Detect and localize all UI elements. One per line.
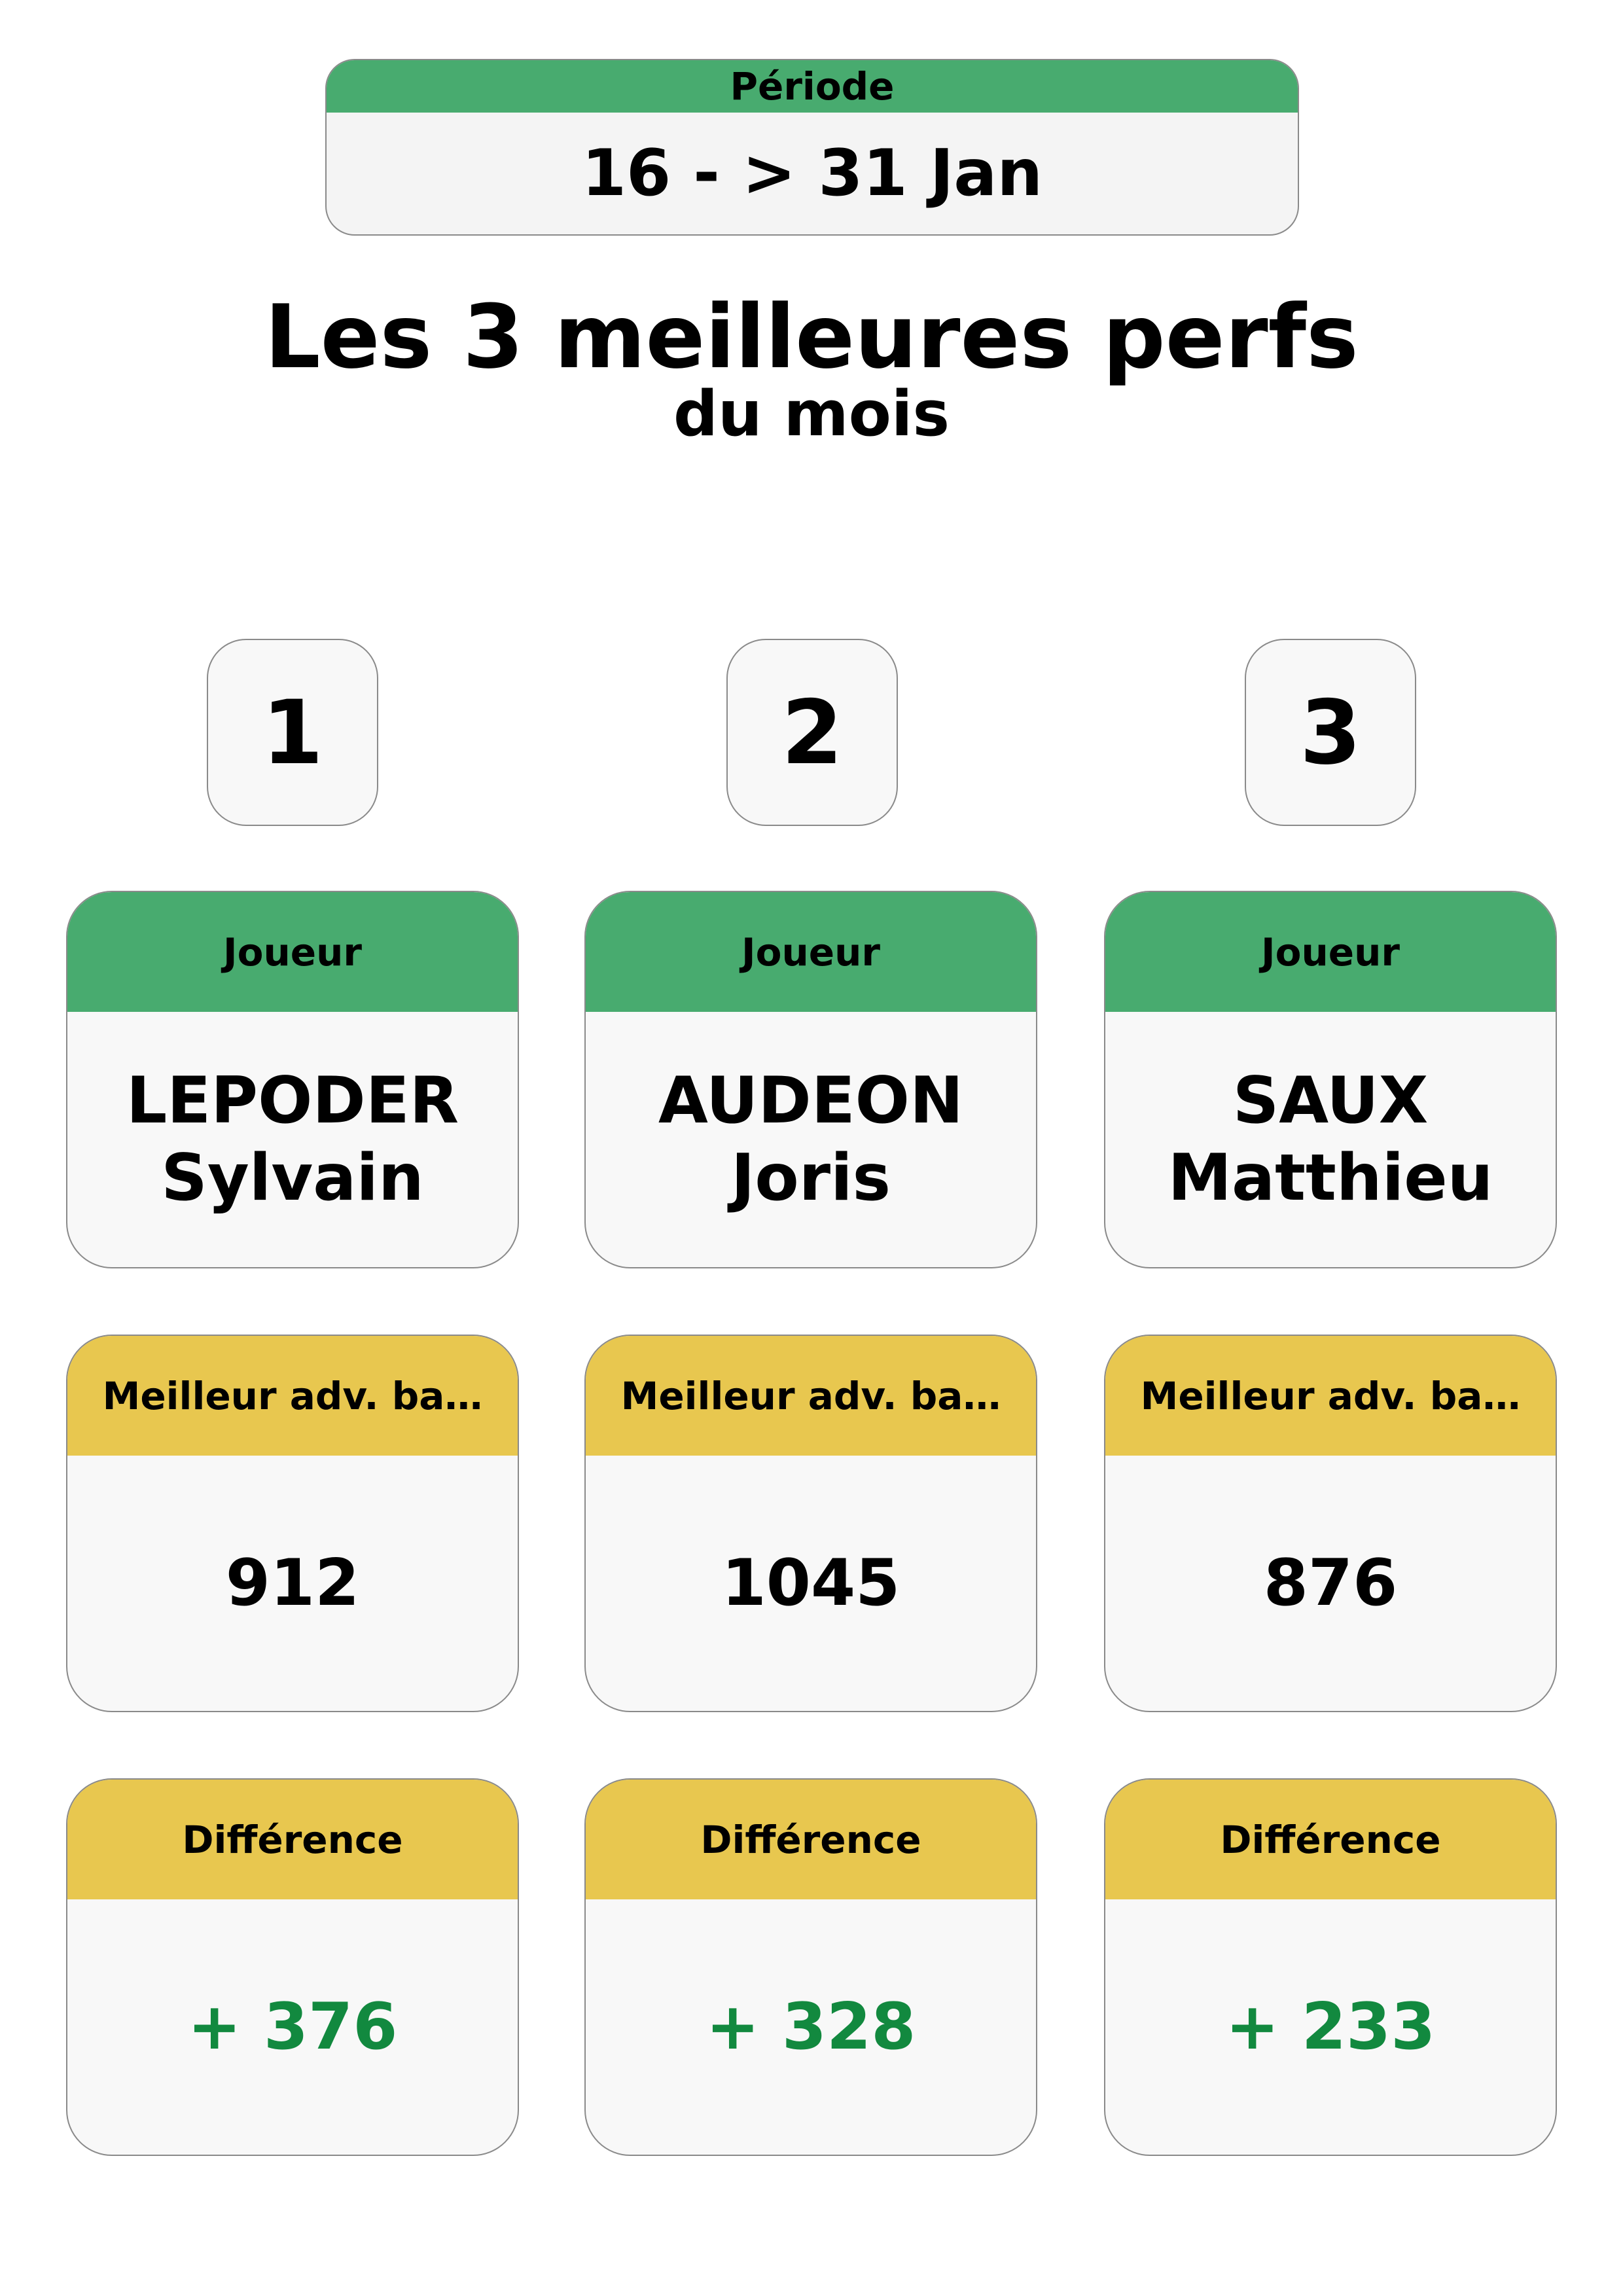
- best-card-value: 1045: [721, 1546, 901, 1621]
- best-card-header: Meilleur adv. ba…: [586, 1336, 1036, 1456]
- diff-card-body: + 376: [67, 1899, 518, 2155]
- period-header: Période: [327, 60, 1298, 113]
- diff-card-body: + 233: [1105, 1899, 1556, 2155]
- player-card: Joueur LEPODER Sylvain: [66, 891, 519, 1268]
- player-card-header: Joueur: [1105, 892, 1556, 1012]
- best-card-header: Meilleur adv. ba…: [1105, 1336, 1556, 1456]
- diff-card-label: Différence: [1220, 1817, 1441, 1862]
- best-card: Meilleur adv. ba… 912: [66, 1335, 519, 1712]
- rank-number: 3: [1300, 681, 1361, 784]
- best-card: Meilleur adv. ba… 876: [1104, 1335, 1557, 1712]
- player-card-header: Joueur: [67, 892, 518, 1012]
- player-card-body: AUDEON Joris: [586, 1012, 1036, 1267]
- best-card-label: Meilleur adv. ba…: [1140, 1373, 1521, 1418]
- player-card-value: AUDEON: [658, 1064, 964, 1138]
- best-card-value: 876: [1263, 1546, 1398, 1621]
- best-card-header: Meilleur adv. ba…: [67, 1336, 518, 1456]
- best-card-label: Meilleur adv. ba…: [102, 1373, 483, 1418]
- player-card-label: Joueur: [223, 929, 362, 975]
- rank-number: 2: [781, 681, 843, 784]
- period-card: Période 16 - > 31 Jan: [325, 59, 1299, 236]
- diff-card-body: + 328: [586, 1899, 1036, 2155]
- player-card-value: Matthieu: [1168, 1141, 1493, 1215]
- best-card-body: 876: [1105, 1456, 1556, 1711]
- player-card-value: Sylvain: [161, 1141, 424, 1215]
- best-card-label: Meilleur adv. ba…: [620, 1373, 1001, 1418]
- rank-badge: 3: [1245, 639, 1416, 826]
- diff-card-value: + 376: [187, 1990, 398, 2064]
- best-card-body: 1045: [586, 1456, 1036, 1711]
- player-card-value: LEPODER: [126, 1064, 459, 1138]
- player-card-label: Joueur: [1261, 929, 1400, 975]
- diff-card-value: + 233: [1225, 1990, 1436, 2064]
- title: Les 3 meilleures perfs: [264, 286, 1359, 388]
- rank-number: 1: [262, 681, 323, 784]
- period-body: 16 - > 31 Jan: [327, 113, 1298, 234]
- diff-card-label: Différence: [182, 1817, 403, 1862]
- diff-card-header: Différence: [1105, 1780, 1556, 1899]
- rank-badge: 1: [207, 639, 378, 826]
- diff-card-header: Différence: [586, 1780, 1036, 1899]
- player-card-body: LEPODER Sylvain: [67, 1012, 518, 1267]
- best-card-value: 912: [225, 1546, 360, 1621]
- player-card-label: Joueur: [741, 929, 880, 975]
- player-card-body: SAUX Matthieu: [1105, 1012, 1556, 1267]
- player-card-value: Joris: [730, 1141, 891, 1215]
- diff-card: Différence + 328: [584, 1778, 1037, 2156]
- diff-card: Différence + 233: [1104, 1778, 1557, 2156]
- diff-card-label: Différence: [700, 1817, 921, 1862]
- best-card: Meilleur adv. ba… 1045: [584, 1335, 1037, 1712]
- diff-card: Différence + 376: [66, 1778, 519, 2156]
- best-card-body: 912: [67, 1456, 518, 1711]
- period-label: Période: [730, 64, 895, 109]
- diff-card-header: Différence: [67, 1780, 518, 1899]
- rank-badge: 2: [726, 639, 898, 826]
- player-card-header: Joueur: [586, 892, 1036, 1012]
- period-value: 16 - > 31 Jan: [581, 136, 1043, 211]
- player-card-value: SAUX: [1232, 1064, 1429, 1138]
- diff-card-value: + 328: [705, 1990, 916, 2064]
- player-card: Joueur SAUX Matthieu: [1104, 891, 1557, 1268]
- subtitle: du mois: [673, 378, 950, 450]
- player-card: Joueur AUDEON Joris: [584, 891, 1037, 1268]
